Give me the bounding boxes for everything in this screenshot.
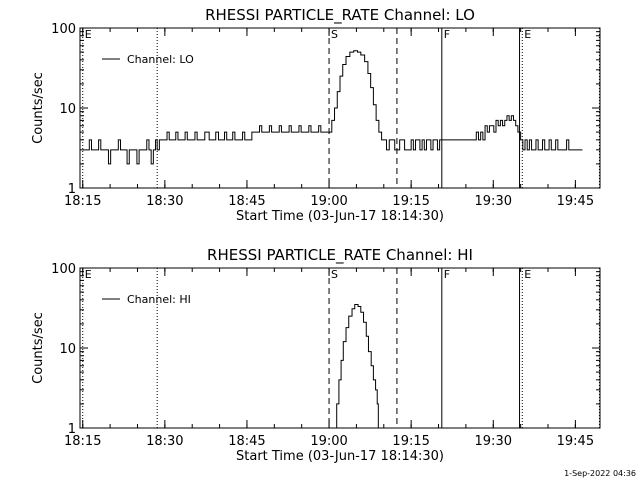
x-tick-label: 19:30 <box>475 434 512 449</box>
y-tick-label: 100 <box>51 22 76 37</box>
y-tick-label: 100 <box>51 262 76 277</box>
x-tick-label: 19:45 <box>557 194 594 209</box>
x-tick-label: 19:15 <box>392 194 429 209</box>
x-tick-label: 18:30 <box>146 194 183 209</box>
event-marker-label: F <box>444 268 450 281</box>
x-tick-label: 18:15 <box>64 434 101 449</box>
chart-panel-hi: RHESSI PARTICLE_RATE Channel: HI 18:15 18:… <box>31 246 601 464</box>
event-marker-label: E <box>85 268 92 281</box>
event-marker-label: F <box>444 28 450 41</box>
footer-timestamp: 1-Sep-2022 04:36 <box>564 469 636 478</box>
event-marker-label: E <box>85 28 92 41</box>
y-tick-label: 1 <box>68 182 76 197</box>
series-line-lo <box>82 50 583 165</box>
legend-label: Channel: HI <box>127 293 191 306</box>
y-axis-label: Counts/sec <box>31 72 46 144</box>
x-tick-label: 18:30 <box>146 434 183 449</box>
x-axis-label: Start Time (03-Jun-17 18:14:30) <box>236 449 444 464</box>
chart-panel-lo: RHESSI PARTICLE_RATE Channel: LO 18:15 18:… <box>31 6 601 224</box>
chart-title: RHESSI PARTICLE_RATE Channel: HI <box>207 246 473 265</box>
event-marker-label: E <box>524 268 531 281</box>
x-axis-label: Start Time (03-Jun-17 18:14:30) <box>236 209 444 224</box>
chart-title: RHESSI PARTICLE_RATE Channel: LO <box>205 6 475 25</box>
y-axis-label: Counts/sec <box>31 312 46 384</box>
x-tick-label: 18:15 <box>64 194 101 209</box>
event-marker-label: E <box>524 28 531 41</box>
y-tick-label: 10 <box>59 102 76 117</box>
y-tick-label: 1 <box>68 422 76 437</box>
x-tick-label: 18:45 <box>228 434 265 449</box>
event-marker-label: S <box>331 268 338 281</box>
x-tick-label: 19:15 <box>392 434 429 449</box>
series-line-hi <box>334 303 380 428</box>
x-tick-label: 19:00 <box>310 194 347 209</box>
x-tick-label: 19:30 <box>475 194 512 209</box>
x-tick-label: 19:45 <box>557 434 594 449</box>
x-tick-label: 19:00 <box>310 434 347 449</box>
x-tick-label: 18:45 <box>228 194 265 209</box>
event-marker-label: S <box>331 28 338 41</box>
y-tick-label: 10 <box>59 342 76 357</box>
legend-label: Channel: LO <box>127 53 194 66</box>
